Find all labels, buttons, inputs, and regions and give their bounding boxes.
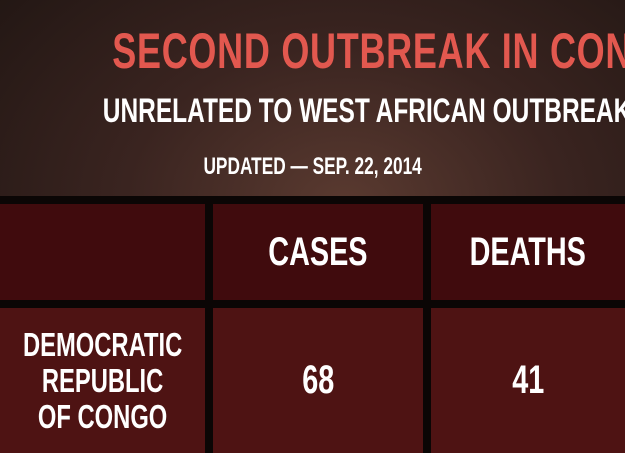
column-header: DEATHS — [431, 204, 625, 300]
row-label-cell: DEMOCRATIC REPUBLIC OF CONGO — [0, 308, 205, 453]
column-header: CASES — [213, 204, 423, 300]
cases-value: 68 — [301, 358, 335, 402]
subtitle-wrap: UNRELATED TO WEST AFRICAN OUTBREAK — [0, 92, 625, 131]
title: SECOND OUTBREAK IN CONGO — [112, 23, 625, 79]
column-header-text: DEATHS — [469, 229, 587, 274]
corner-cell — [0, 204, 205, 300]
value-cell: 68 — [213, 308, 423, 453]
updated-date: UPDATED — SEP. 22, 2014 — [203, 153, 422, 180]
updated-wrap: UPDATED — SEP. 22, 2014 — [0, 153, 625, 181]
row-label: DEMOCRATIC REPUBLIC OF CONGO — [22, 325, 183, 435]
table: CASES DEATHS DEMOCRATIC REPUBLIC OF CONG… — [0, 196, 625, 453]
deaths-value: 41 — [511, 358, 545, 402]
value-cell: 41 — [431, 308, 625, 453]
title-wrap: SECOND OUTBREAK IN CONGO — [0, 22, 625, 80]
column-header-text: CASES — [268, 229, 368, 274]
subtitle: UNRELATED TO WEST AFRICAN OUTBREAK — [102, 92, 625, 130]
